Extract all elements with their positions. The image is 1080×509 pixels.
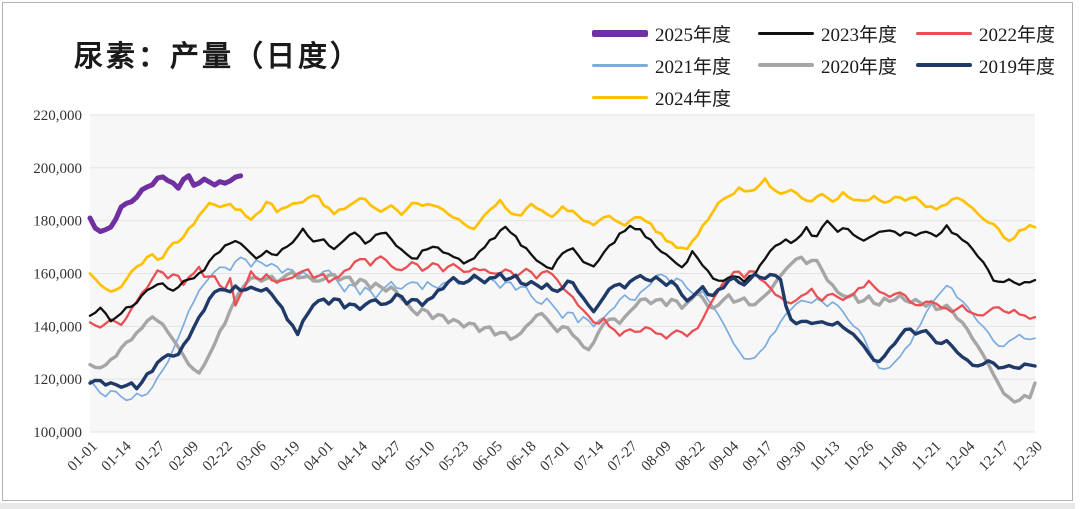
- x-tick-label: 11-21: [909, 439, 945, 475]
- legend-line-swatch: [592, 95, 648, 99]
- legend-item-2023: 2023年度: [758, 17, 916, 49]
- legend-line-swatch: [592, 63, 648, 67]
- window-right-edge: [1075, 0, 1080, 509]
- y-tick-label: 100,000: [33, 425, 82, 441]
- x-tick-label: 07-27: [605, 438, 641, 474]
- x-tick-label: 07-14: [571, 438, 607, 474]
- x-tick-label: 02-09: [166, 439, 202, 475]
- legend-line-swatch: [916, 63, 972, 67]
- x-tick-label: 06-05: [470, 439, 506, 475]
- legend-line-swatch: [916, 31, 972, 35]
- x-tick-label: 01-27: [132, 438, 168, 474]
- x-tick-label: 04-01: [301, 439, 337, 475]
- x-tick-label: 10-26: [841, 438, 877, 474]
- legend-label: 2020年度: [821, 56, 898, 78]
- y-tick-label: 220,000: [33, 108, 82, 124]
- legend-label: 2019年度: [979, 56, 1056, 78]
- legend-line-swatch: [758, 63, 814, 67]
- window-bottom-edge: [0, 503, 1080, 509]
- x-tick-label: 03-06: [234, 438, 270, 474]
- x-tick-label: 08-22: [672, 439, 708, 475]
- legend-label: 2022年度: [979, 24, 1056, 46]
- x-tick-label: 06-18: [504, 439, 540, 475]
- legend-item-2024: 2024年度: [592, 81, 758, 113]
- legend-label: 2021年度: [655, 56, 732, 78]
- legend-item-2020: 2020年度: [758, 49, 916, 81]
- legend-label: 2024年度: [655, 88, 732, 110]
- series-line-2024: [88, 177, 1037, 293]
- x-tick-label: 05-10: [402, 439, 438, 475]
- x-tick-label: 05-23: [436, 439, 472, 475]
- legend-item-2019: 2019年度: [916, 49, 1074, 81]
- x-tick-label: 04-14: [335, 438, 371, 474]
- x-tick-label: 12-04: [942, 438, 978, 474]
- x-axis-labels: 01-0101-1401-2702-0902-2203-0603-1904-01…: [65, 438, 1046, 474]
- x-tick-label: 04-27: [369, 438, 405, 474]
- x-tick-label: 03-19: [267, 439, 303, 475]
- x-tick-label: 09-30: [774, 439, 810, 475]
- x-tick-label: 07-01: [537, 439, 573, 475]
- legend-item-2022: 2022年度: [916, 17, 1074, 49]
- x-tick-label: 12-17: [976, 438, 1012, 474]
- legend-label: 2023年度: [821, 24, 898, 46]
- x-tick-label: 02-22: [200, 439, 236, 475]
- x-tick-label: 01-01: [65, 439, 101, 475]
- legend-item-2021: 2021年度: [592, 49, 758, 81]
- chart-title: 尿素：产量（日度）: [74, 41, 363, 73]
- y-tick-label: 120,000: [33, 372, 82, 388]
- x-tick-label: 11-08: [875, 439, 911, 475]
- legend-line-swatch: [592, 29, 648, 37]
- y-tick-label: 180,000: [33, 214, 82, 230]
- series-line-2025: [87, 173, 244, 234]
- y-axis-labels: 220,000 200,000 180,000 160,000 140,000 120,0…: [33, 108, 82, 441]
- series-lines: [87, 173, 1037, 404]
- y-tick-label: 200,000: [33, 161, 82, 177]
- x-tick-label: 12-30: [1010, 439, 1046, 475]
- x-tick-label: 10-13: [807, 439, 843, 475]
- series-line-2023: [88, 219, 1037, 323]
- legend-item-2025: 2025年度: [592, 17, 758, 49]
- y-tick-label: 160,000: [33, 267, 82, 283]
- x-tick-label: 09-17: [740, 438, 776, 474]
- x-tick-label: 08-09: [639, 439, 675, 475]
- x-tick-label: 09-04: [706, 438, 742, 474]
- series-line-2019: [88, 271, 1037, 391]
- legend: 2025年度 2023年度 2022年度 2021年度 2020年度 2019年度 2024…: [592, 17, 1074, 113]
- x-tick-label: 01-14: [99, 438, 135, 474]
- legend-label: 2025年度: [655, 24, 732, 46]
- y-tick-label: 140,000: [33, 319, 82, 335]
- series-line-2021: [89, 256, 1036, 402]
- legend-line-swatch: [758, 31, 814, 35]
